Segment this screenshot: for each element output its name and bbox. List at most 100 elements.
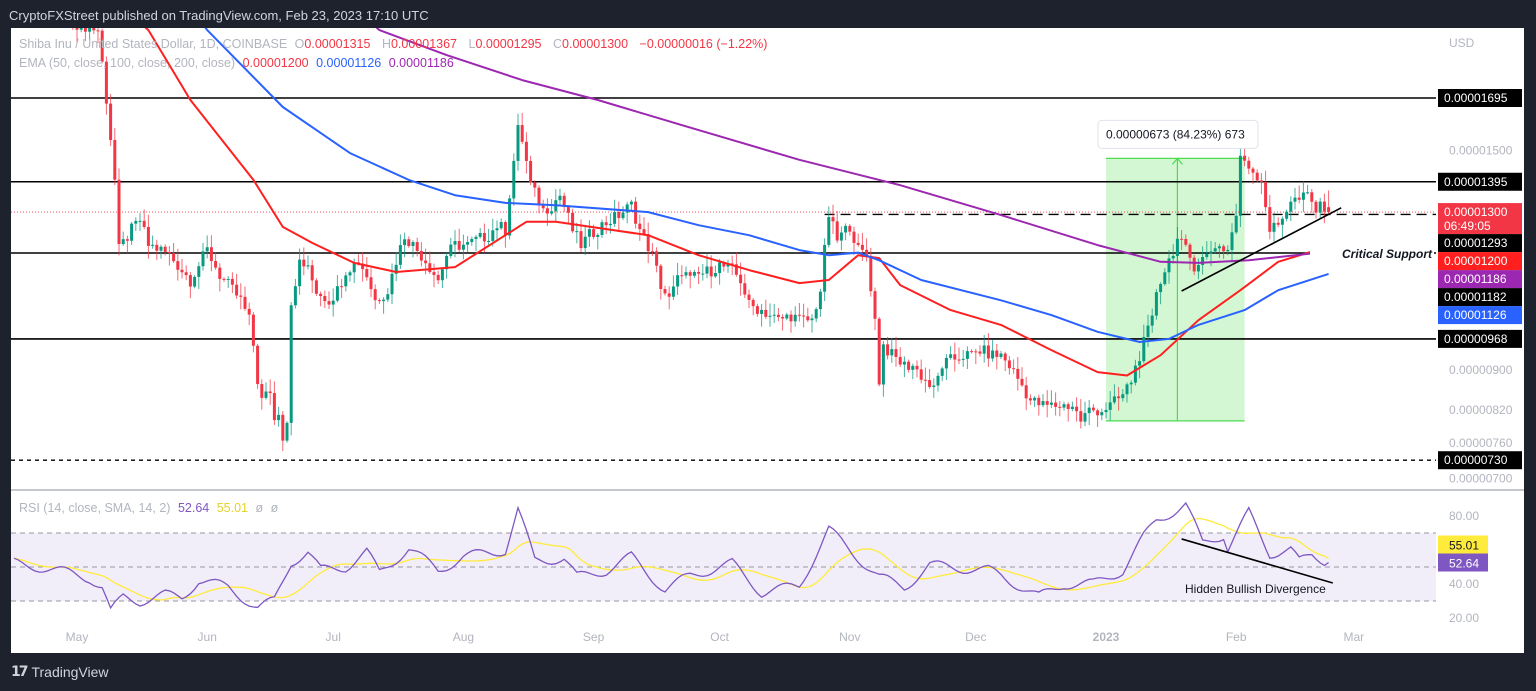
candle-body bbox=[1037, 397, 1041, 406]
candle-body bbox=[1255, 172, 1259, 181]
candle-body bbox=[403, 239, 407, 246]
price-badge bbox=[1438, 288, 1522, 307]
rsi-title[interactable]: RSI (14, close, SMA, 14, 2) bbox=[19, 501, 171, 515]
candle-body bbox=[461, 244, 465, 250]
candle-body bbox=[247, 308, 251, 315]
price-badge bbox=[1438, 203, 1522, 235]
candle-body bbox=[852, 231, 856, 243]
candle-body bbox=[1226, 249, 1230, 252]
candle-body bbox=[272, 393, 276, 421]
tradingview-logo[interactable]: 17 TradingView bbox=[11, 664, 109, 680]
candle-body bbox=[1045, 401, 1049, 405]
candle-body bbox=[1070, 406, 1074, 409]
candle-body bbox=[1150, 315, 1154, 326]
candle-body bbox=[1108, 402, 1112, 410]
candle-body bbox=[709, 266, 713, 277]
na-value-2: ø bbox=[270, 501, 279, 515]
candle-body bbox=[222, 278, 226, 280]
price-badge-label: 0.00001126 bbox=[1444, 308, 1507, 322]
candle-body bbox=[890, 349, 894, 356]
rsi-sma-value: 55.01 bbox=[216, 501, 248, 515]
candle-body bbox=[755, 306, 759, 314]
candle-body bbox=[167, 251, 171, 254]
candle-body bbox=[873, 291, 877, 319]
candle-body bbox=[55, 8, 58, 9]
candle-body bbox=[818, 291, 822, 310]
candle-body bbox=[760, 309, 764, 314]
candle-body bbox=[373, 289, 377, 301]
low-value: 0.00001295 bbox=[475, 37, 542, 51]
candle-body bbox=[75, 28, 79, 30]
candle-body bbox=[281, 414, 285, 441]
candle-body bbox=[1322, 201, 1326, 212]
candle-body bbox=[592, 229, 596, 237]
candle-body bbox=[260, 384, 264, 398]
candle-body bbox=[1196, 265, 1200, 272]
candle-body bbox=[445, 255, 449, 270]
candle-body bbox=[1222, 246, 1226, 252]
candle-body bbox=[1112, 396, 1116, 403]
candle-body bbox=[705, 266, 709, 274]
candle-body bbox=[1314, 201, 1318, 213]
price-badge-label: 0.00001200 bbox=[1444, 254, 1508, 268]
price-tick: 0.00001500 bbox=[1449, 144, 1513, 158]
candle-body bbox=[529, 160, 533, 183]
candle-body bbox=[1087, 407, 1091, 414]
candle-body bbox=[474, 236, 478, 239]
candle-body bbox=[692, 272, 696, 276]
candle-body bbox=[1184, 239, 1188, 245]
candle-body bbox=[621, 212, 625, 219]
candle-body bbox=[1154, 292, 1158, 316]
candle-body bbox=[1096, 410, 1100, 416]
candle-body bbox=[579, 231, 583, 249]
candle-body bbox=[785, 314, 789, 319]
candle-body bbox=[797, 314, 801, 316]
candle-body bbox=[722, 262, 726, 267]
candle-body bbox=[747, 294, 751, 300]
candle-body bbox=[881, 344, 885, 385]
candle-body bbox=[571, 212, 575, 232]
price-badge bbox=[1438, 306, 1522, 325]
candle-body bbox=[1247, 160, 1251, 169]
candle-body bbox=[310, 265, 314, 281]
candle-body bbox=[1301, 192, 1305, 200]
candle-body bbox=[575, 231, 579, 233]
candle-body bbox=[352, 262, 356, 273]
candle-body bbox=[377, 300, 381, 302]
rsi-value: 52.64 bbox=[177, 501, 210, 515]
rsi-badge-label: 52.64 bbox=[1449, 557, 1479, 571]
candle-body bbox=[256, 345, 260, 385]
symbol-title[interactable]: Shiba Inu / United States Dollar, 1D, CO… bbox=[19, 37, 288, 51]
ema50-value: 0.00001200 bbox=[242, 56, 309, 70]
candle-body bbox=[642, 229, 646, 235]
candle-body bbox=[1083, 413, 1087, 422]
candle-body bbox=[79, 28, 83, 30]
candle-body bbox=[1180, 238, 1184, 240]
candle-body bbox=[676, 275, 680, 287]
candle-body bbox=[688, 272, 692, 276]
ema-title[interactable]: EMA (50, close, 100, close, 200, close) bbox=[19, 56, 236, 70]
time-tick: Aug bbox=[453, 630, 474, 644]
candle-body bbox=[1230, 232, 1234, 250]
candle-body bbox=[856, 242, 860, 245]
candle-body bbox=[953, 354, 957, 360]
candle-body bbox=[407, 239, 411, 247]
countdown-label: 06:49:05 bbox=[1444, 219, 1491, 233]
high-value: 0.00001367 bbox=[390, 37, 458, 51]
open-value: 0.00001315 bbox=[304, 37, 371, 51]
candle-body bbox=[1058, 406, 1062, 408]
candle-body bbox=[21, 1, 24, 4]
time-tick: Dec bbox=[965, 630, 986, 644]
candle-body bbox=[331, 300, 335, 305]
candle-body bbox=[298, 259, 302, 287]
chart-panel[interactable] bbox=[11, 28, 1524, 653]
candle-body bbox=[781, 317, 785, 319]
rsi-badge bbox=[1438, 553, 1488, 572]
candle-body bbox=[944, 357, 948, 369]
rsi-sma-line bbox=[13, 517, 1329, 601]
candle-body bbox=[1049, 402, 1053, 405]
time-tick: Jun bbox=[198, 630, 217, 644]
candle-body bbox=[869, 255, 873, 292]
candle-body bbox=[100, 30, 104, 62]
